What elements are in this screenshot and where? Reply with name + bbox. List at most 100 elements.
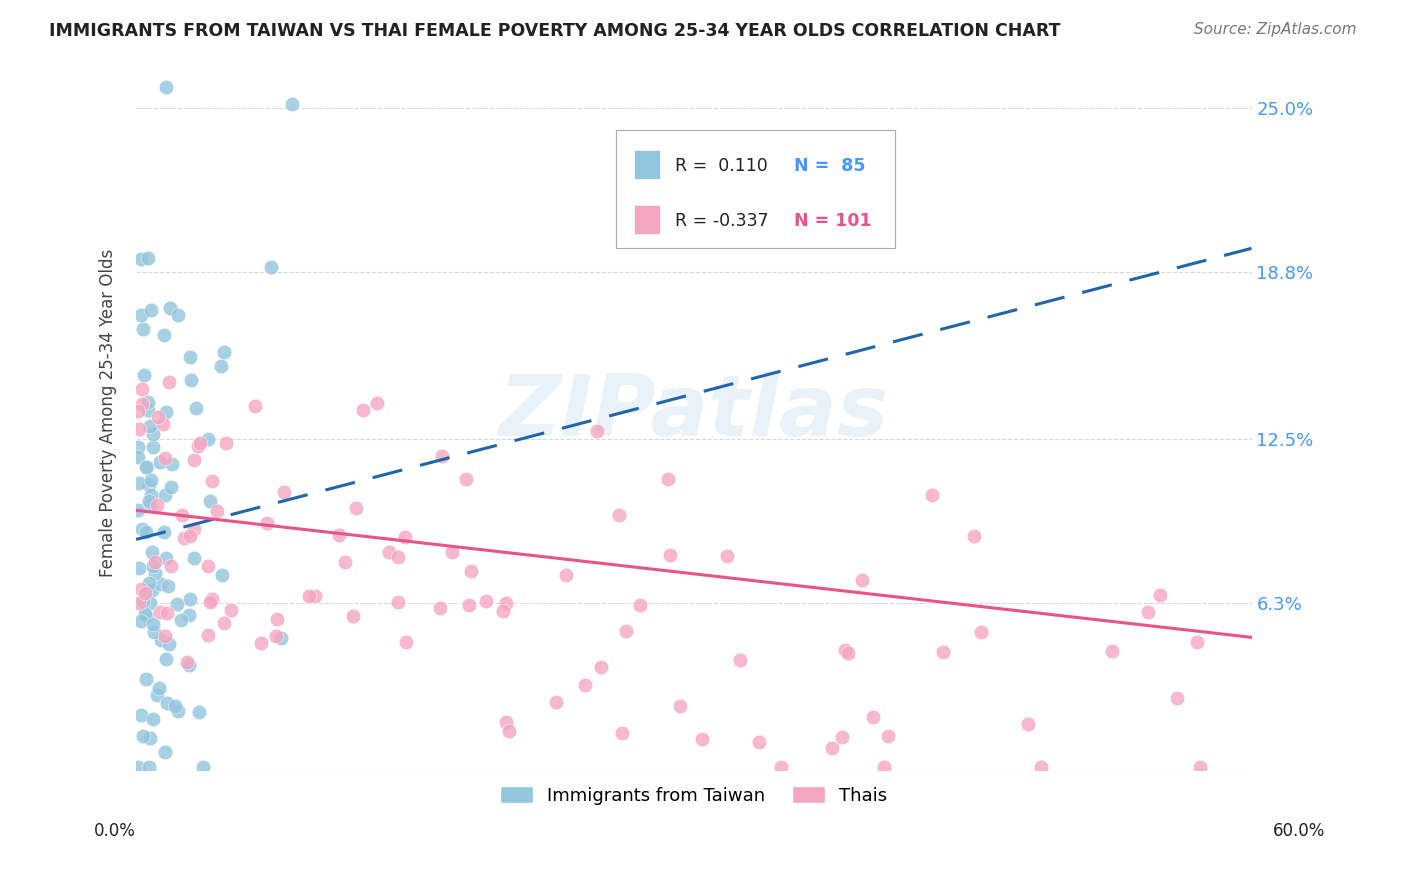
Point (184, 401, 207, 415)
Point (142, 440, 165, 454)
Point (1189, 760, 1212, 774)
Point (200, 595, 222, 609)
Point (135, 460, 157, 475)
Point (157, 375, 180, 389)
Point (153, 450, 176, 465)
Point (142, 625, 165, 640)
Point (138, 576, 160, 591)
Point (131, 252, 153, 266)
Point (172, 508, 194, 522)
Point (430, 449, 453, 463)
Point (460, 564, 482, 578)
Point (457, 598, 479, 612)
Point (963, 528, 986, 542)
Point (129, 708, 152, 723)
Point (135, 673, 157, 687)
Point (138, 477, 160, 491)
Point (166, 597, 188, 611)
Point (135, 524, 157, 539)
Point (145, 688, 167, 702)
Point (129, 582, 152, 597)
Point (128, 596, 150, 610)
Point (155, 79, 177, 94)
Y-axis label: Female Poverty Among 25-34 Year Olds: Female Poverty Among 25-34 Year Olds (100, 248, 117, 576)
Point (139, 473, 162, 487)
Point (969, 624, 991, 639)
Point (607, 508, 630, 522)
Legend: Immigrants from Taiwan, Thais: Immigrants from Taiwan, Thais (494, 779, 894, 812)
Point (932, 645, 955, 659)
Point (188, 705, 211, 719)
Point (177, 607, 200, 622)
Point (138, 760, 160, 774)
Point (862, 709, 884, 723)
Point (837, 646, 859, 660)
Point (429, 600, 451, 615)
Point (142, 426, 165, 441)
Point (162, 457, 184, 471)
Point (456, 472, 478, 486)
Point (304, 589, 326, 603)
Point (156, 606, 179, 620)
Point (173, 531, 195, 545)
Point (212, 344, 235, 359)
Point (205, 504, 228, 518)
Point (616, 624, 638, 638)
Text: Source: ZipAtlas.com: Source: ZipAtlas.com (1194, 22, 1357, 37)
Point (166, 308, 188, 322)
Point (1166, 690, 1188, 705)
Text: IMMIGRANTS FROM TAIWAN VS THAI FEMALE POVERTY AMONG 25-34 YEAR OLDS CORRELATION : IMMIGRANTS FROM TAIWAN VS THAI FEMALE PO… (49, 22, 1060, 40)
Point (366, 395, 388, 409)
Point (544, 695, 567, 709)
Point (197, 558, 219, 573)
Point (748, 735, 770, 749)
Point (183, 522, 205, 536)
Point (134, 586, 156, 600)
Point (1136, 606, 1159, 620)
Point (138, 494, 160, 508)
FancyBboxPatch shape (616, 130, 894, 248)
Point (250, 635, 273, 649)
Point (344, 501, 367, 516)
Point (921, 488, 943, 502)
Point (1101, 644, 1123, 658)
Point (153, 488, 176, 502)
Point (155, 628, 177, 642)
Point (179, 592, 201, 607)
Point (138, 418, 160, 433)
Point (127, 440, 149, 454)
Point (141, 545, 163, 559)
Point (586, 424, 609, 438)
Point (188, 435, 211, 450)
Point (183, 551, 205, 566)
Point (589, 659, 612, 673)
Point (851, 573, 873, 587)
Point (690, 732, 713, 747)
Point (657, 472, 679, 486)
Point (256, 516, 278, 531)
Point (157, 637, 180, 651)
Point (128, 422, 150, 436)
Point (128, 476, 150, 491)
Point (668, 698, 690, 713)
Point (159, 301, 181, 315)
Point (333, 555, 356, 569)
Point (170, 613, 193, 627)
Point (136, 403, 159, 417)
Point (821, 740, 844, 755)
Point (215, 435, 238, 450)
Point (159, 480, 181, 494)
Point (273, 485, 295, 500)
Point (554, 567, 576, 582)
Point (148, 681, 170, 696)
Point (155, 405, 177, 419)
Point (150, 633, 173, 648)
Point (378, 545, 401, 559)
Point (328, 528, 350, 542)
Point (141, 582, 163, 597)
Point (127, 502, 149, 516)
Point (716, 549, 738, 563)
Point (149, 455, 172, 469)
Text: ZIPatlas: ZIPatlas (499, 371, 889, 454)
Point (153, 745, 176, 759)
